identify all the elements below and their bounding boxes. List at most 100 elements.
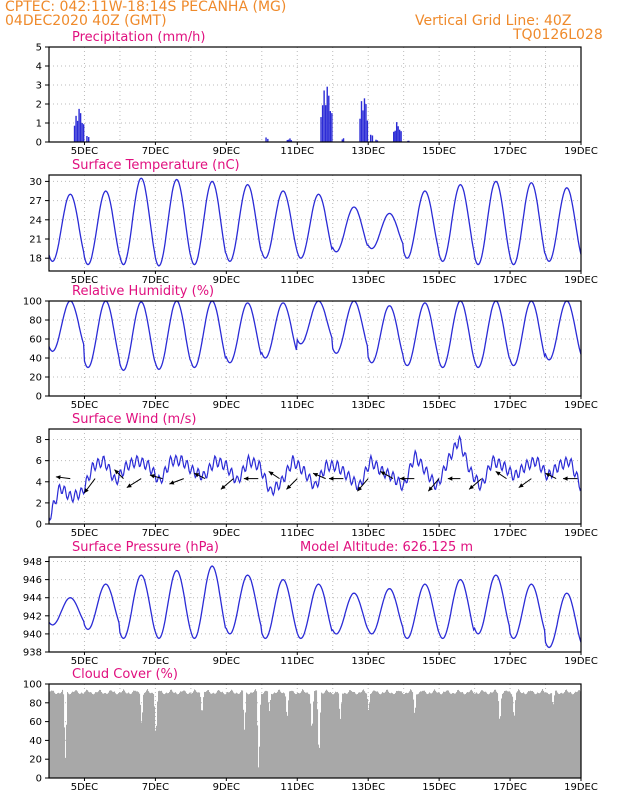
- wind-vector-head: [220, 484, 226, 490]
- cloud-bar: [553, 704, 555, 778]
- cloud-bar: [160, 691, 162, 778]
- cloud-bar: [373, 690, 375, 778]
- cloud-bar: [175, 692, 177, 778]
- cloud-bar: [168, 693, 170, 778]
- y-tick-label: 100: [23, 297, 42, 308]
- cloud-bar: [137, 691, 139, 778]
- cloud-bar: [161, 690, 163, 778]
- cloud-bar: [123, 689, 125, 778]
- x-tick-label: 17DEC: [493, 146, 527, 157]
- x-tick-label: 7DEC: [142, 146, 169, 157]
- x-tick-label: 17DEC: [493, 782, 527, 793]
- cloud-bar: [352, 691, 354, 778]
- cloud-bar: [93, 694, 95, 778]
- cloud-bar: [239, 693, 241, 778]
- cloud-bar: [74, 691, 76, 778]
- cloud-bar: [58, 692, 60, 778]
- cloud-bar: [143, 694, 145, 778]
- cloud-bar: [531, 691, 533, 778]
- plot-frame: [48, 428, 582, 525]
- cloud-bar: [106, 693, 108, 778]
- cloud-bar: [170, 689, 172, 778]
- cloud-bar: [281, 692, 283, 778]
- cloud-bar: [131, 693, 133, 778]
- cloud-bar: [78, 693, 80, 778]
- x-tick-label: 5DEC: [71, 528, 98, 539]
- y-tick-label: 0: [36, 520, 42, 531]
- x-tick-label: 11DEC: [280, 656, 314, 667]
- cloud-bar: [307, 692, 309, 778]
- cloud-bar: [148, 691, 150, 778]
- cloud-bar: [337, 691, 339, 778]
- cloud-bar: [73, 691, 75, 778]
- wind-vector-head: [495, 471, 501, 476]
- cloud-bar: [292, 690, 294, 778]
- precipitation-panel: 0 1 2 3 4 5 5DEC 7DEC 9DEC 11DEC 13DEC 15DEC 17DEC 19…: [36, 30, 598, 157]
- cloud-bar: [498, 701, 500, 778]
- cloud-bar: [259, 746, 261, 778]
- cloud-bar: [492, 692, 494, 778]
- cloud-bar: [53, 690, 55, 778]
- cloud-bar: [327, 690, 329, 778]
- cloud-bar: [501, 698, 503, 778]
- cloud-bar: [77, 691, 79, 778]
- cloud-bar: [545, 692, 547, 778]
- cloud-bar: [64, 727, 66, 778]
- y-tick-label: 0: [36, 774, 42, 785]
- cloud-bar: [122, 690, 124, 778]
- cloud-bar: [559, 693, 561, 778]
- cloud-bar: [566, 689, 568, 778]
- wind-vector-head: [313, 472, 319, 477]
- cloud-bar: [468, 692, 470, 778]
- cloud-bar: [142, 712, 144, 778]
- precip-bar: [73, 125, 76, 142]
- precip-bar: [326, 86, 328, 142]
- cloud-bar: [485, 691, 487, 778]
- cloud-bar: [115, 693, 117, 778]
- cloud-bar: [544, 692, 546, 778]
- cloud-bar: [305, 692, 307, 778]
- cloud-bar: [452, 693, 454, 778]
- cloud-bar: [201, 710, 203, 778]
- cloud-bar: [296, 693, 298, 778]
- cloud-bar: [445, 691, 447, 778]
- cloud-bar: [223, 693, 225, 778]
- cloud-bar: [321, 692, 323, 778]
- cloud-bar: [362, 690, 364, 778]
- cloud-bar: [444, 691, 446, 778]
- temperature-panel: 18 21 24 27 30 5DEC 7DEC 9DEC 11DEC 13DEC 15DEC 17D…: [29, 158, 598, 286]
- cloud-bar: [390, 693, 392, 778]
- cloud-bar: [308, 693, 310, 778]
- cloud-bar: [357, 693, 359, 778]
- cloud-bar: [121, 692, 123, 778]
- cloud-bar: [560, 693, 562, 778]
- cloud-bar: [414, 712, 416, 778]
- cloud-bar: [410, 689, 412, 778]
- cloud-bar: [494, 689, 496, 778]
- cloud-bar: [159, 690, 161, 778]
- wind-vector-head: [126, 483, 132, 488]
- cloud-bar: [294, 693, 296, 778]
- cloud-bar: [92, 693, 94, 778]
- cloud-bar: [524, 693, 526, 778]
- precip-bar: [75, 115, 77, 142]
- cloud-bar: [561, 692, 563, 778]
- cloud-bar: [231, 689, 233, 778]
- pressure-panel: 938 940 942 944 946 948 5DEC 7DEC 9DEC 11DEC 13DEC…: [23, 540, 598, 667]
- cloud-bar: [462, 691, 464, 778]
- cloud-bar: [354, 692, 356, 778]
- cloud-bar: [349, 690, 351, 778]
- cloud-bar: [441, 694, 443, 778]
- wind-vector-head: [428, 486, 433, 492]
- cloud-bar: [260, 704, 262, 778]
- y-tick-label: 80: [29, 316, 42, 327]
- precip-bar: [362, 110, 364, 142]
- cloud-bar: [195, 690, 197, 778]
- y-tick-label: 100: [23, 680, 42, 691]
- precip-bar: [400, 131, 402, 142]
- cloud-bar: [541, 690, 543, 778]
- x-tick-label: 5DEC: [71, 782, 98, 793]
- cloud-bar: [511, 694, 513, 778]
- wind-vector-head: [169, 480, 175, 485]
- cloud-bar: [181, 691, 183, 778]
